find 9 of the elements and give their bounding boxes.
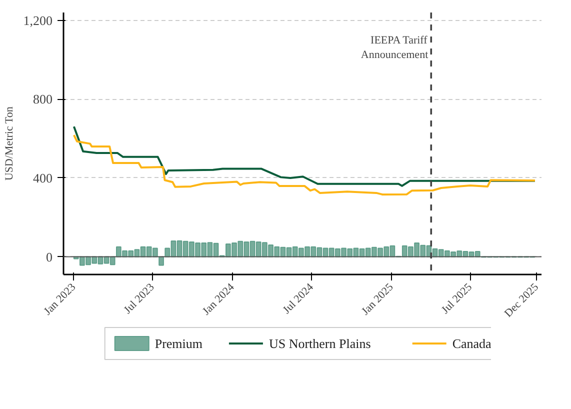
y-tick-label: 800 — [33, 92, 52, 107]
y-tick-label: 1,200 — [23, 12, 52, 28]
y-tick-label: 0 — [46, 249, 52, 264]
y-tick-label: 400 — [33, 170, 52, 186]
legend-label: Canada — [452, 336, 492, 351]
legend-label: US Northern Plains — [268, 336, 371, 351]
ref-line-label: IEEPA Tariff Announcement — [360, 34, 428, 61]
legend-label: Premium — [154, 336, 203, 351]
y-axis-title: USD/Metric Ton — [3, 106, 16, 181]
